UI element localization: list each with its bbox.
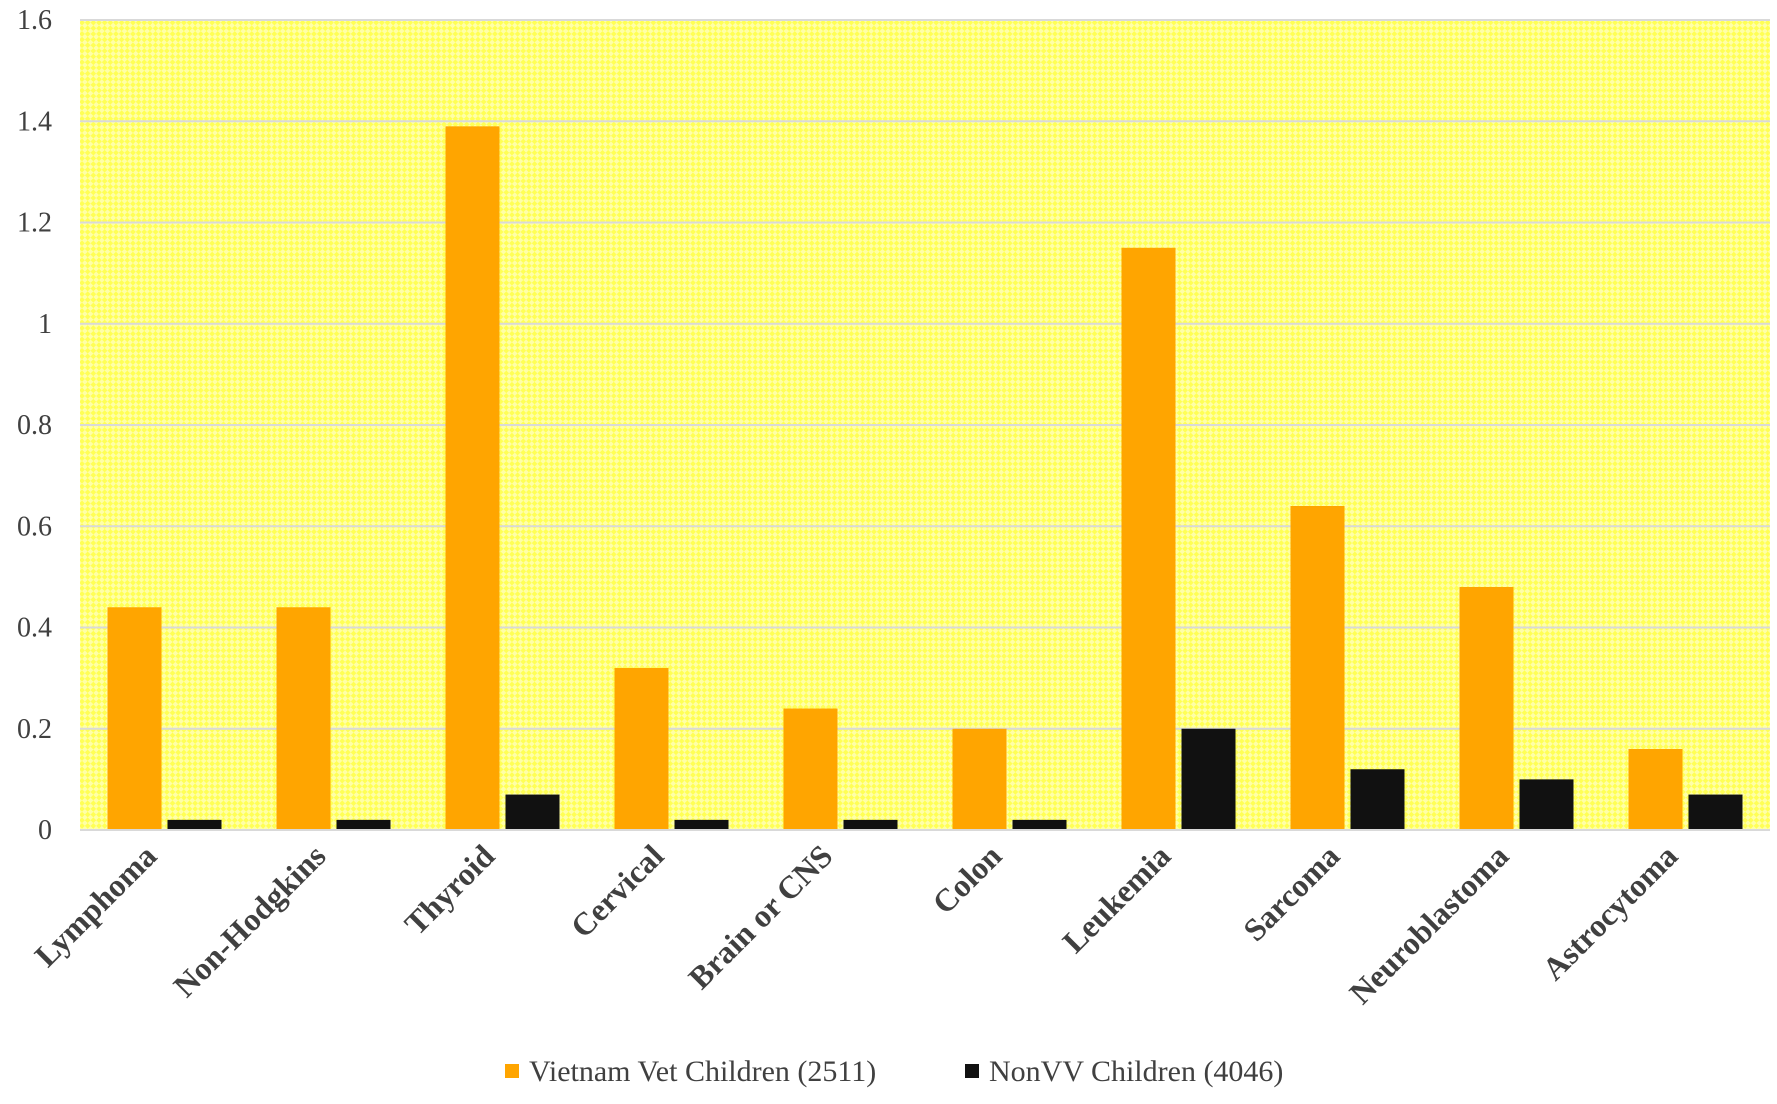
bar-vietnam-vet-neuroblastoma [1459, 587, 1514, 830]
y-tick-label: 1.2 [17, 208, 52, 239]
category-label: Non-Hodgkins [166, 837, 332, 1003]
category-label: Sarcoma [1236, 837, 1347, 948]
bar-nonvv-cervical [674, 819, 729, 830]
category-label: Colon [925, 837, 1008, 920]
category-label: Astrocytoma [1535, 837, 1684, 986]
category-label: Neuroblastoma [1342, 837, 1515, 1010]
category-label: Lymphoma [27, 837, 163, 973]
y-tick-label: 0.8 [17, 410, 52, 441]
legend-swatch [965, 1064, 979, 1078]
y-tick-label: 1 [38, 309, 52, 340]
bar-vietnam-vet-colon [952, 728, 1007, 830]
bar-vietnam-vet-non-hodgkins [276, 607, 331, 830]
category-label: Leukemia [1055, 837, 1177, 959]
bar-nonvv-non-hodgkins [336, 819, 391, 830]
bar-nonvv-sarcoma [1350, 769, 1405, 830]
bar-nonvv-thyroid [505, 794, 560, 830]
legend: Vietnam Vet Children (2511) NonVV Childre… [505, 1055, 1283, 1088]
gridlines [80, 19, 1770, 730]
bar-vietnam-vet-thyroid [445, 126, 500, 830]
y-tick-label: 1.4 [17, 106, 52, 137]
category-label: Brain or CNS [681, 837, 839, 995]
bar-vietnam-vet-brain-or-cns [783, 708, 838, 830]
bar-nonvv-astrocytoma [1688, 794, 1743, 830]
y-tick-label: 0.6 [17, 511, 52, 542]
legend-label: Vietnam Vet Children (2511) [529, 1055, 876, 1088]
y-tick-label: 0 [38, 815, 52, 846]
bar-nonvv-colon [1012, 819, 1067, 830]
bar-vietnam-vet-leukemia [1121, 247, 1176, 830]
category-label: Thyroid [397, 837, 501, 941]
category-label: Cervical [563, 837, 670, 944]
bar-vietnam-vet-lymphoma [107, 607, 162, 830]
bar-vietnam-vet-cervical [614, 668, 669, 830]
legend-label: NonVV Children (4046) [989, 1055, 1283, 1088]
bar-vietnam-vet-astrocytoma [1628, 749, 1683, 830]
bar-nonvv-brain-or-cns [843, 819, 898, 830]
bars [107, 126, 1743, 830]
bar-nonvv-neuroblastoma [1519, 779, 1574, 830]
bar-vietnam-vet-sarcoma [1290, 506, 1345, 830]
y-axis-ticks: 0 0.2 0.4 0.6 0.8 1 1.2 1.4 1.6 [17, 5, 52, 846]
y-tick-label: 0.4 [17, 613, 52, 644]
bar-nonvv-leukemia [1181, 728, 1236, 830]
y-tick-label: 1.6 [17, 5, 52, 36]
y-tick-label: 0.2 [17, 714, 52, 745]
x-axis-labels: Lymphoma Non-Hodgkins Thyroid Cervical Brain… [27, 837, 1684, 1011]
bar-nonvv-lymphoma [167, 819, 222, 830]
legend-swatch [505, 1064, 519, 1078]
